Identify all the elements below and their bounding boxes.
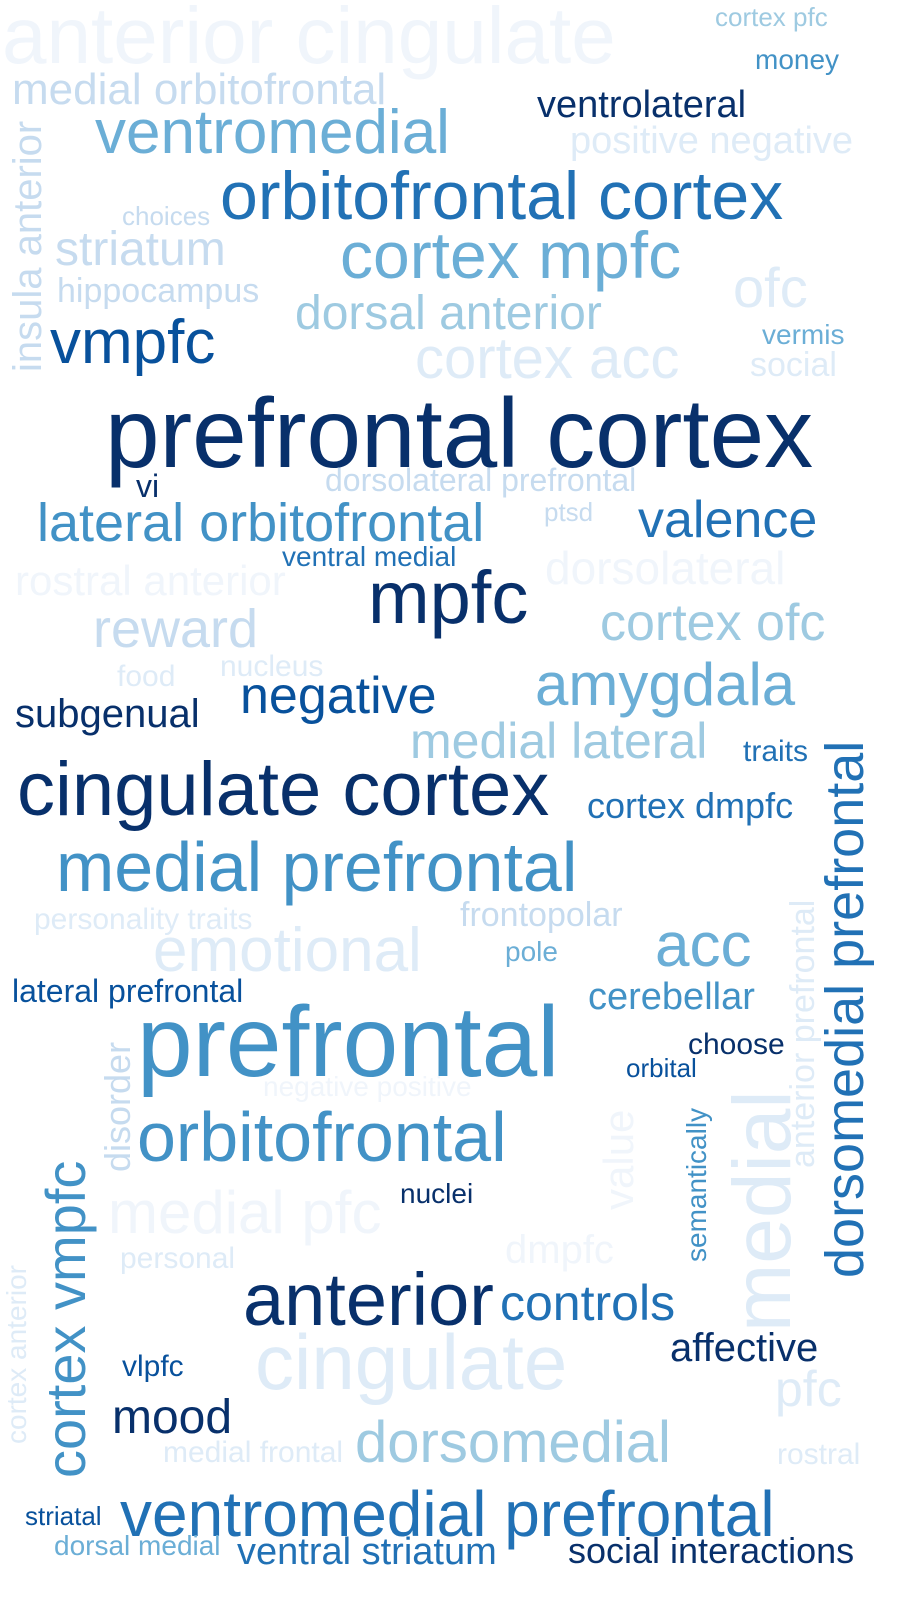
word-insula-anterior: insula anterior [6, 120, 50, 372]
word-dorsolateral-prefrontal: dorsolateral prefrontal [325, 462, 637, 498]
word-lateral-prefrontal: lateral prefrontal [12, 973, 244, 1009]
word-traits: traits [743, 735, 809, 768]
word-prefrontal: prefrontal [137, 986, 560, 1098]
word-subgenual: subgenual [15, 692, 200, 736]
word-cingulate: cingulate [255, 1318, 568, 1406]
word-orbital: orbital [626, 1053, 697, 1083]
word-cingulate-cortex: cingulate cortex [17, 747, 550, 832]
word-anterior: anterior [243, 1258, 494, 1341]
word-choices: choices [122, 201, 211, 231]
word-disorder: disorder [97, 1041, 138, 1172]
word-value: value [595, 1109, 642, 1210]
word-cortex-ofc: cortex ofc [600, 594, 826, 652]
word-medial-orbitofrontal: medial orbitofrontal [12, 65, 387, 114]
word-semantically: semantically [681, 1107, 712, 1262]
word-cerebellar: cerebellar [588, 976, 755, 1018]
word-ventromedial: ventromedial [95, 98, 450, 167]
word-social: social [750, 346, 837, 384]
word-cortex-anterior: cortex anterior [1, 1265, 32, 1444]
word-ventrolateral: ventrolateral [537, 84, 747, 126]
word-vermis: vermis [762, 319, 845, 350]
word-cortex-dmpfc: cortex dmpfc [587, 785, 794, 826]
word-medial-prefrontal: medial prefrontal [56, 828, 578, 906]
word-personal: personal [120, 1242, 236, 1275]
word-mpfc: mpfc [368, 556, 529, 639]
word-dmpfc: dmpfc [505, 1228, 614, 1272]
word-money: money [755, 44, 840, 75]
word-ofc: ofc [733, 256, 808, 319]
word-cortex-mpfc: cortex mpfc [340, 218, 682, 292]
word-amygdala: amygdala [535, 651, 796, 718]
word-orbitofrontal-cortex: orbitofrontal cortex [220, 158, 784, 234]
word-medial-lateral: medial lateral [410, 713, 708, 769]
word-cortex-acc: cortex acc [415, 326, 680, 391]
word-negative: negative [240, 667, 437, 725]
word-food: food [117, 660, 176, 693]
word-medial-frontal: medial frontal [163, 1436, 344, 1469]
word-striatum: striatum [55, 223, 226, 276]
word-hippocampus: hippocampus [57, 272, 260, 310]
word-dorsal-medial: dorsal medial [54, 1530, 221, 1561]
word-controls: controls [500, 1275, 676, 1331]
word-lateral-orbitofrontal: lateral orbitofrontal [37, 493, 485, 553]
word-dorsal-anterior: dorsal anterior [295, 287, 602, 340]
word-rostral-anterior: rostral anterior [15, 557, 286, 604]
word-vlpfc: vlpfc [122, 1350, 184, 1383]
word-affective: affective [670, 1326, 819, 1370]
word-pfc: pfc [775, 1361, 842, 1417]
word-vi: vi [136, 468, 160, 504]
word-ventromedial-prefrontal: ventromedial prefrontal [120, 1478, 775, 1550]
word-reward: reward [93, 599, 259, 659]
word-prefrontal-cortex: prefrontal cortex [105, 378, 814, 488]
word-valence: valence [638, 491, 818, 549]
word-ptsd: ptsd [544, 497, 594, 527]
word-social-interactions: social interactions [568, 1530, 855, 1571]
word-negative-positive: negative positive [263, 1071, 472, 1102]
word-dorsomedial-prefrontal: dorsomedial prefrontal [815, 740, 875, 1278]
word-medial-pfc: medial pfc [108, 1179, 382, 1246]
word-dorsomedial: dorsomedial [355, 1410, 671, 1475]
word-ventral-medial: ventral medial [282, 541, 457, 572]
word-nucleus: nucleus [220, 650, 324, 683]
word-dorsolateral: dorsolateral [545, 542, 786, 594]
word-positive-negative: positive negative [570, 120, 854, 162]
word-cortex-pfc: cortex pfc [715, 2, 828, 32]
word-choose: choose [688, 1028, 785, 1061]
word-orbitofrontal: orbitofrontal [137, 1098, 507, 1176]
word-medial: medial [717, 1090, 808, 1332]
word-cortex-vmpfc: cortex vmpfc [34, 1160, 97, 1478]
word-mood: mood [112, 1391, 233, 1444]
word-vmpfc: vmpfc [50, 308, 216, 377]
word-frontopolar: frontopolar [460, 896, 623, 934]
word-nuclei: nuclei [400, 1178, 474, 1209]
word-acc: acc [655, 911, 752, 980]
word-rostral: rostral [777, 1438, 861, 1471]
word-emotional: emotional [153, 916, 422, 985]
word-striatal: striatal [25, 1501, 102, 1531]
word-personality-traits: personality traits [34, 903, 253, 936]
word-anterior-cingulate: anterior cingulate [2, 0, 616, 80]
word-pole: pole [505, 936, 558, 967]
word-ventral-striatum: ventral striatum [237, 1531, 497, 1573]
